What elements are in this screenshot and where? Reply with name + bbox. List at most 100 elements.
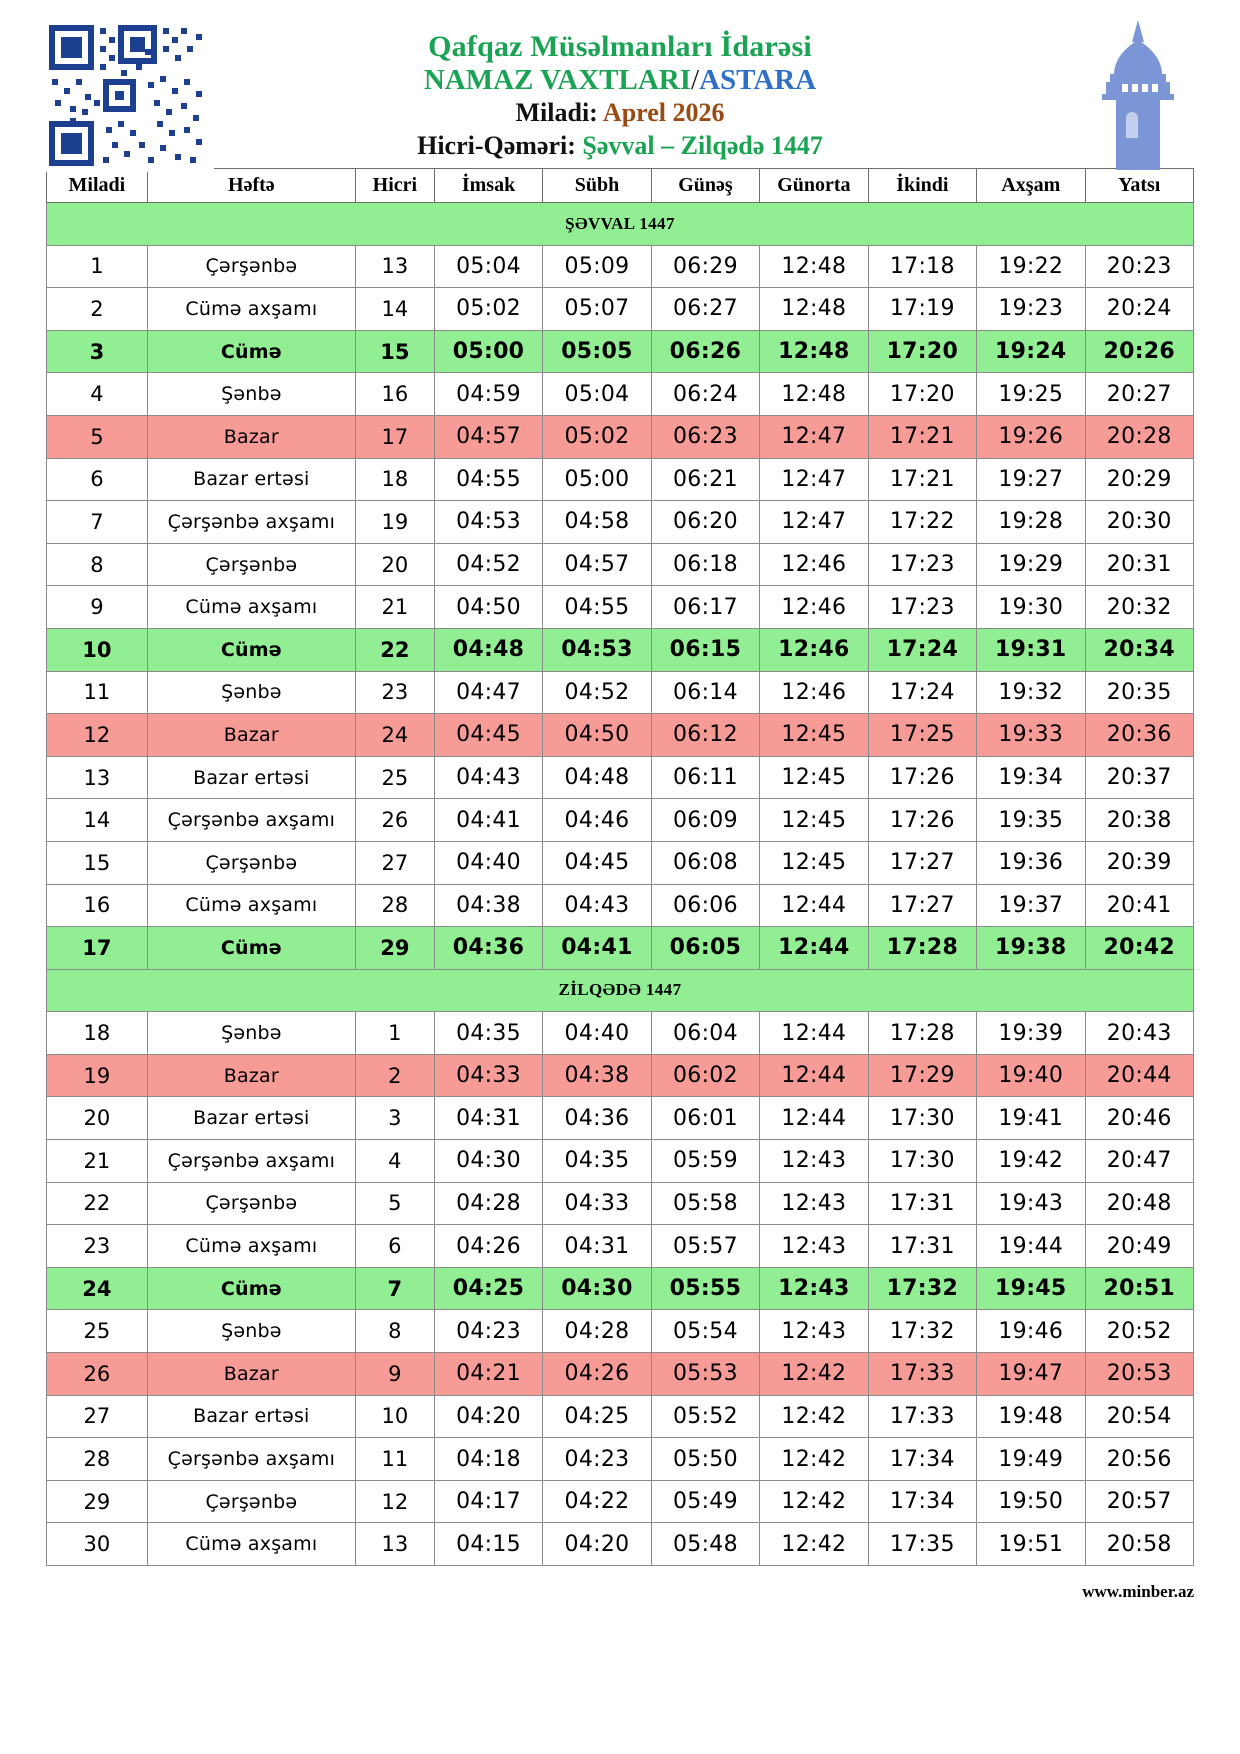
- cell-hefte: Çərşənbə: [146, 542, 356, 587]
- cell-ikindi: 17:32: [867, 1266, 978, 1311]
- cell-ikindi: 17:19: [867, 287, 978, 331]
- cell-ikindi: 17:34: [867, 1437, 978, 1481]
- cell-gunes: 06:12: [650, 713, 761, 757]
- cell-subh: 04:35: [542, 1139, 652, 1183]
- cell-subh: 04:30: [542, 1266, 652, 1311]
- cell-axsam: 19:34: [976, 755, 1086, 800]
- cell-hefte: Cümə axşamı: [146, 287, 356, 331]
- cell-subh: 04:25: [542, 1394, 652, 1439]
- cell-subh: 04:57: [542, 542, 652, 587]
- cell-hicri: 14: [354, 287, 435, 331]
- cell-imsak: 04:35: [433, 1011, 544, 1055]
- cell-gunorta: 12:48: [759, 329, 869, 374]
- cell-gunes: 06:09: [650, 798, 761, 842]
- column-header-ikindi: İkindi: [867, 168, 978, 203]
- cell-gunes: 06:26: [650, 329, 761, 374]
- cell-hicri: 15: [354, 329, 435, 374]
- cell-axsam: 19:46: [976, 1309, 1086, 1354]
- cell-ikindi: 17:20: [867, 329, 978, 374]
- cell-miladi: 23: [46, 1224, 148, 1268]
- cell-imsak: 05:00: [433, 329, 544, 374]
- cell-ikindi: 17:22: [867, 500, 978, 544]
- cell-hicri: 28: [354, 883, 435, 928]
- prayer-times-subtitle: NAMAZ VAXTLARI/ASTARA: [0, 64, 1240, 98]
- cell-gunorta: 12:43: [759, 1224, 869, 1268]
- cell-hicri: 11: [354, 1437, 435, 1481]
- cell-hefte: Bazar ertəsi: [146, 755, 356, 800]
- cell-yatsi: 20:52: [1084, 1309, 1195, 1354]
- table-row: 6 Bazar ertəsi 18 04:55 05:00 06:21 12:47 17:21…: [46, 457, 1195, 502]
- qr-code-icon: [46, 22, 214, 172]
- cell-hefte: Bazar: [146, 1053, 356, 1098]
- column-header-imsak: İmsak: [433, 168, 544, 203]
- cell-hicri: 9: [354, 1352, 435, 1396]
- cell-subh: 05:00: [542, 457, 652, 502]
- cell-ikindi: 17:21: [867, 414, 978, 459]
- cell-hicri: 6: [354, 1224, 435, 1268]
- cell-hicri: 24: [354, 713, 435, 757]
- table-row: 24 Cümə 7 04:25 04:30 05:55 12:43 17:32 19:45 20:…: [46, 1266, 1195, 1311]
- cell-hicri: 8: [354, 1309, 435, 1354]
- cell-ikindi: 17:35: [867, 1522, 978, 1566]
- cell-hefte: Cümə axşamı: [146, 585, 356, 629]
- cell-miladi: 26: [46, 1352, 148, 1396]
- cell-axsam: 19:25: [976, 372, 1086, 416]
- cell-hefte: Cümə: [146, 1266, 356, 1311]
- cell-miladi: 7: [46, 500, 148, 544]
- miladi-label: Miladi:: [515, 98, 598, 128]
- cell-hefte: Çərşənbə: [146, 1479, 356, 1524]
- cell-gunorta: 12:48: [759, 244, 869, 289]
- cell-axsam: 19:45: [976, 1266, 1086, 1311]
- cell-miladi: 24: [46, 1266, 148, 1311]
- cell-gunorta: 12:42: [759, 1437, 869, 1481]
- cell-subh: 05:05: [542, 329, 652, 374]
- cell-subh: 05:07: [542, 287, 652, 331]
- table-row: 18 Şənbə 1 04:35 04:40 06:04 12:44 17:28 19:39 20…: [46, 1011, 1195, 1055]
- cell-hicri: 10: [354, 1394, 435, 1439]
- cell-gunes: 06:23: [650, 414, 761, 459]
- cell-yatsi: 20:51: [1084, 1266, 1195, 1311]
- cell-imsak: 04:41: [433, 798, 544, 842]
- cell-gunes: 06:08: [650, 840, 761, 885]
- cell-hicri: 27: [354, 840, 435, 885]
- cell-yatsi: 20:57: [1084, 1479, 1195, 1524]
- cell-ikindi: 17:27: [867, 883, 978, 928]
- cell-hefte: Şənbə: [146, 372, 356, 416]
- cell-yatsi: 20:41: [1084, 883, 1195, 928]
- cell-gunes: 06:29: [650, 244, 761, 289]
- cell-hicri: 23: [354, 670, 435, 715]
- table-row: 9 Cümə axşamı 21 04:50 04:55 06:17 12:46 17:23 1…: [46, 585, 1195, 629]
- table-row: 23 Cümə axşamı 6 04:26 04:31 05:57 12:43 17:31 1…: [46, 1224, 1195, 1268]
- cell-gunorta: 12:44: [759, 1053, 869, 1098]
- cell-miladi: 10: [46, 627, 148, 672]
- table-row: 2 Cümə axşamı 14 05:02 05:07 06:27 12:48 17:19 1…: [46, 287, 1195, 331]
- cell-hefte: Bazar ertəsi: [146, 1394, 356, 1439]
- hicri-value: Şəvval – Zilqədə 1447: [582, 130, 823, 160]
- cell-gunorta: 12:44: [759, 1096, 869, 1141]
- organization-title: Qafqaz Müsəlmanları İdarəsi: [428, 30, 812, 63]
- cell-hicri: 16: [354, 372, 435, 416]
- cell-hefte: Cümə: [146, 627, 356, 672]
- cell-ikindi: 17:30: [867, 1139, 978, 1183]
- cell-axsam: 19:50: [976, 1479, 1086, 1524]
- cell-yatsi: 20:38: [1084, 798, 1195, 842]
- cell-axsam: 19:49: [976, 1437, 1086, 1481]
- prayer-times-table: Miladi Həftə Hicri İmsak Sübh Günəş Günorta İki…: [46, 168, 1195, 1566]
- cell-gunes: 06:14: [650, 670, 761, 715]
- cell-gunorta: 12:47: [759, 500, 869, 544]
- cell-axsam: 19:38: [976, 926, 1086, 970]
- cell-gunes: 06:27: [650, 287, 761, 331]
- cell-ikindi: 17:24: [867, 627, 978, 672]
- cell-axsam: 19:26: [976, 414, 1086, 459]
- cell-subh: 04:50: [542, 713, 652, 757]
- cell-yatsi: 20:43: [1084, 1011, 1195, 1055]
- table-row: 17 Cümə 29 04:36 04:41 06:05 12:44 17:28 19:38 20…: [46, 926, 1195, 970]
- cell-miladi: 9: [46, 585, 148, 629]
- cell-ikindi: 17:24: [867, 670, 978, 715]
- cell-axsam: 19:33: [976, 713, 1086, 757]
- cell-gunorta: 12:48: [759, 372, 869, 416]
- table-row: 3 Cümə 15 05:00 05:05 06:26 12:48 17:20 19:24 20:…: [46, 329, 1195, 374]
- month-separator-label: ZİLQƏDƏ 1447: [46, 968, 1194, 1013]
- cell-ikindi: 17:31: [867, 1181, 978, 1226]
- cell-imsak: 04:38: [433, 883, 544, 928]
